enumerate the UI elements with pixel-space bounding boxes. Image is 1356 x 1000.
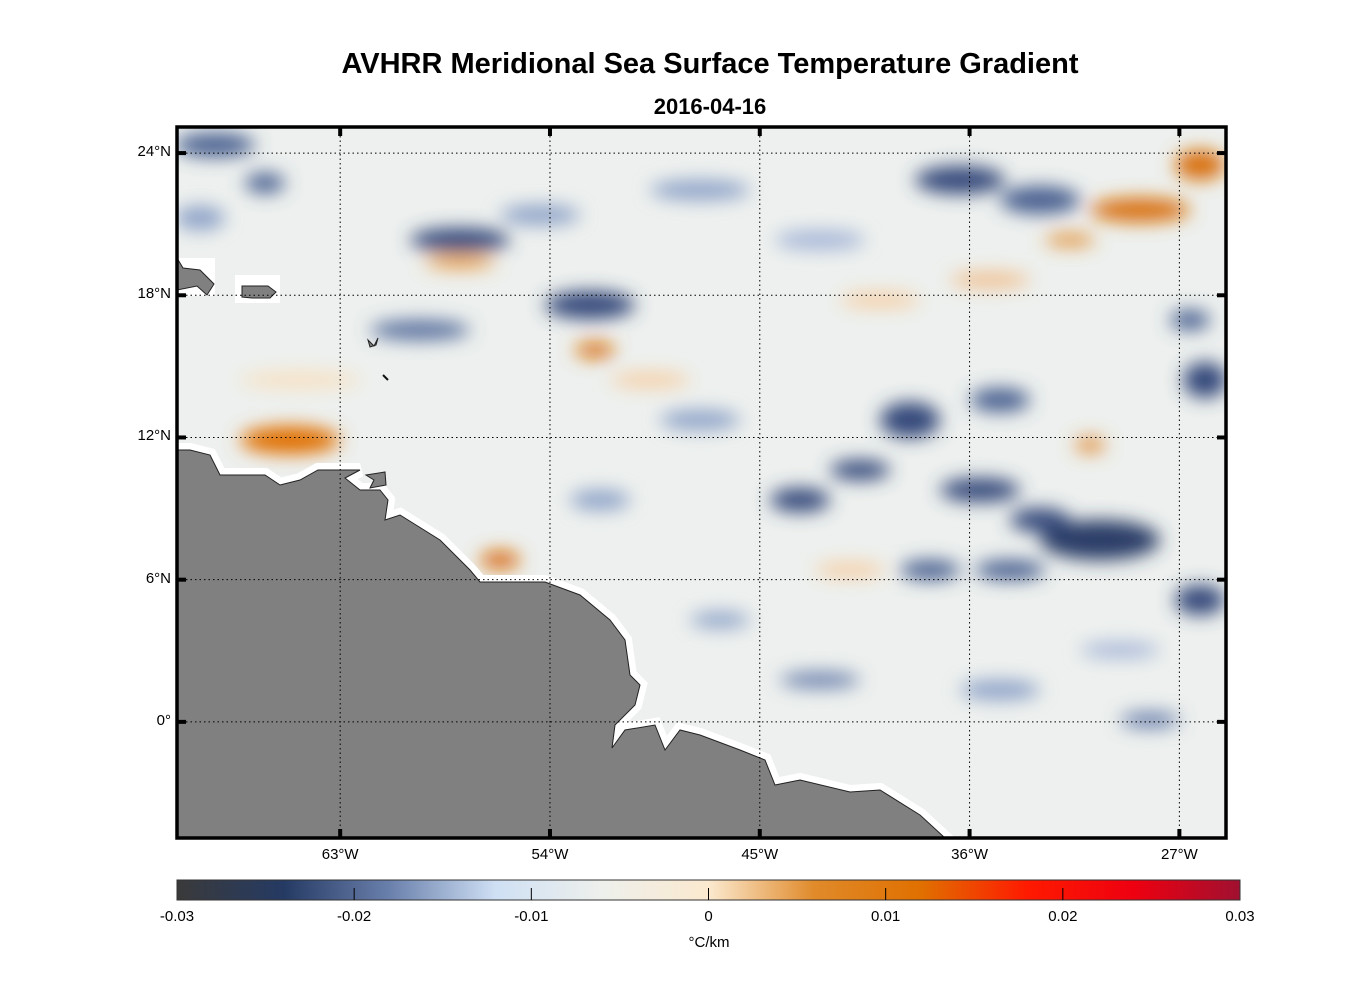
x-tick-label: 36°W bbox=[951, 846, 988, 863]
y-tick-label: 0° bbox=[156, 711, 171, 729]
colorbar-tick-label: -0.02 bbox=[337, 908, 372, 925]
axis-ticks bbox=[177, 127, 1226, 838]
island-barbados bbox=[382, 374, 389, 381]
colorbar-tick-label: 0.01 bbox=[871, 908, 901, 925]
colorbar-tick-label: -0.03 bbox=[159, 908, 195, 925]
colorbar-label: °C/km bbox=[688, 934, 730, 951]
island-trinidad bbox=[364, 471, 387, 489]
colorbar-ticks bbox=[353, 888, 1064, 900]
chart-subtitle: 2016-04-16 bbox=[653, 94, 767, 119]
colorbar-tick-label: 0.02 bbox=[1048, 908, 1078, 925]
island-guadeloupe bbox=[366, 337, 379, 348]
y-tick-label: 6°N bbox=[145, 569, 171, 587]
colorbar-tick-label: 0 bbox=[704, 908, 713, 925]
y-tick-label: 18°N bbox=[137, 285, 171, 303]
grid-lines bbox=[177, 127, 1226, 838]
y-tick-label: 24°N bbox=[137, 143, 171, 161]
island-puerto-rico bbox=[241, 285, 277, 299]
x-tick-label: 45°W bbox=[741, 846, 779, 863]
colorbar-tick-label: -0.01 bbox=[514, 908, 549, 925]
colorbar-tick-label: 0.03 bbox=[1225, 908, 1255, 925]
x-tick-label: 63°W bbox=[321, 846, 359, 863]
x-tick-label: 54°W bbox=[531, 846, 569, 863]
y-tick-label: 12°N bbox=[137, 427, 171, 445]
island-hispaniola bbox=[177, 257, 215, 296]
chart-title: AVHRR Meridional Sea Surface Temperature… bbox=[341, 48, 1079, 80]
x-tick-label: 27°W bbox=[1160, 846, 1198, 863]
plot-frame bbox=[175, 125, 1228, 840]
